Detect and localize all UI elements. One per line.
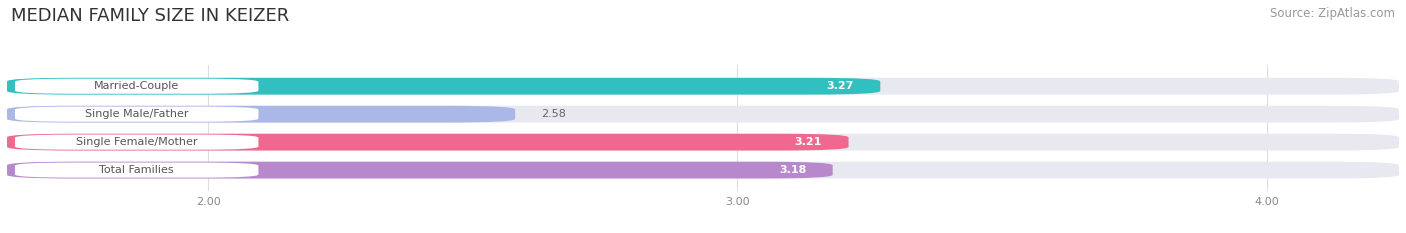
FancyBboxPatch shape	[7, 162, 1399, 178]
Text: 2.58: 2.58	[541, 109, 567, 119]
FancyBboxPatch shape	[7, 106, 1399, 123]
FancyBboxPatch shape	[7, 162, 832, 178]
Text: Source: ZipAtlas.com: Source: ZipAtlas.com	[1270, 7, 1395, 20]
Text: 3.21: 3.21	[794, 137, 823, 147]
FancyBboxPatch shape	[7, 78, 880, 95]
Text: 3.18: 3.18	[779, 165, 806, 175]
Text: MEDIAN FAMILY SIZE IN KEIZER: MEDIAN FAMILY SIZE IN KEIZER	[11, 7, 290, 25]
FancyBboxPatch shape	[15, 79, 259, 94]
FancyBboxPatch shape	[7, 78, 1399, 95]
FancyBboxPatch shape	[7, 134, 849, 151]
FancyBboxPatch shape	[15, 135, 259, 150]
FancyBboxPatch shape	[7, 134, 1399, 151]
Text: Total Families: Total Families	[100, 165, 174, 175]
FancyBboxPatch shape	[15, 107, 259, 122]
FancyBboxPatch shape	[15, 163, 259, 178]
Text: 3.27: 3.27	[827, 81, 853, 91]
Text: Single Male/Father: Single Male/Father	[84, 109, 188, 119]
FancyBboxPatch shape	[7, 106, 515, 123]
Text: Single Female/Mother: Single Female/Mother	[76, 137, 197, 147]
Text: Married-Couple: Married-Couple	[94, 81, 180, 91]
